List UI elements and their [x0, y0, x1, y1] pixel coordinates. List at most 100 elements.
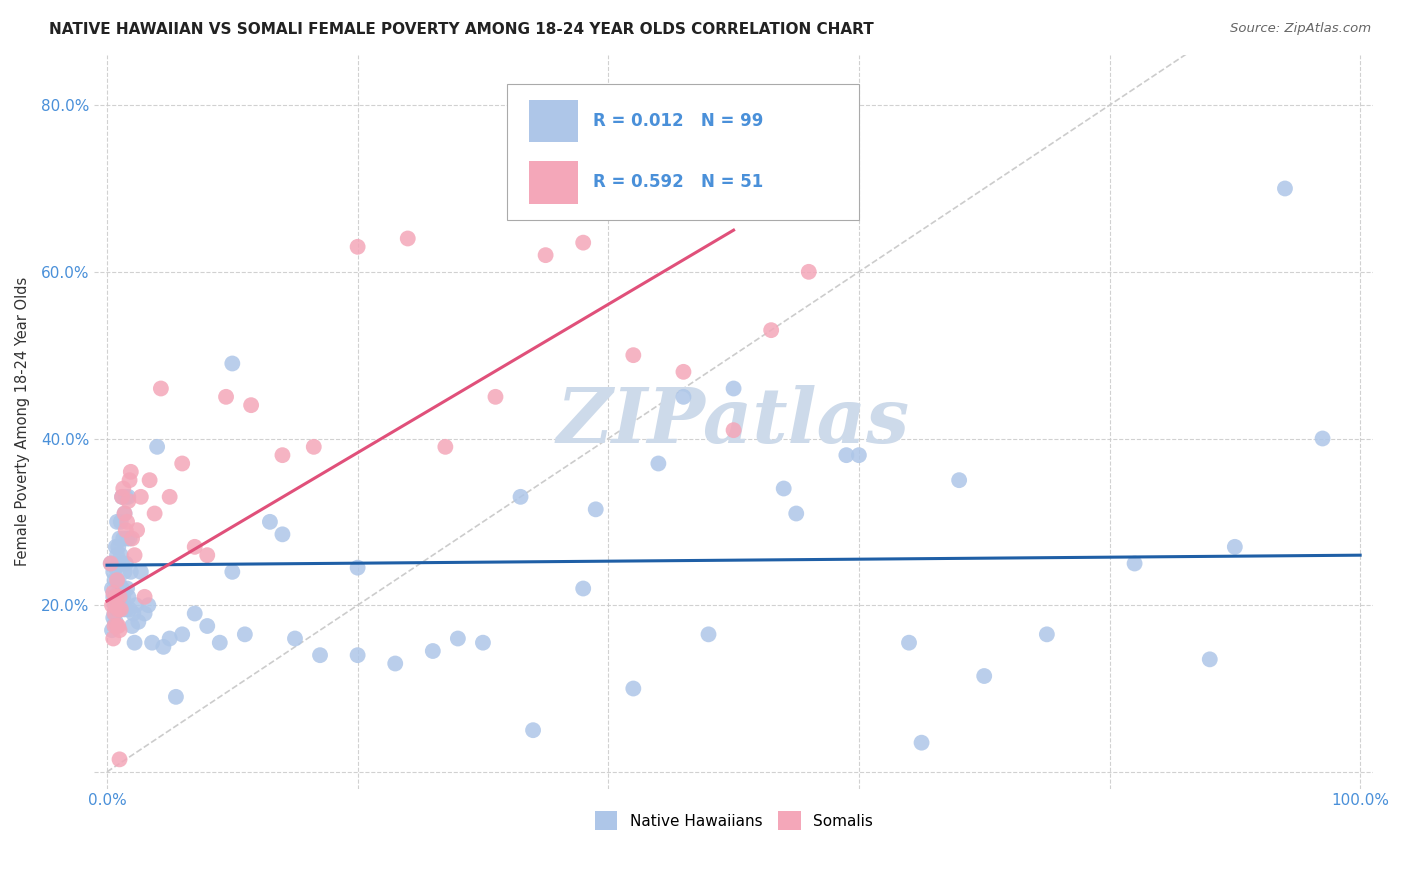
Point: [240, 398, 263, 412]
Point: [101, 623, 124, 637]
Point: [159, 632, 181, 646]
Point: [522, 723, 544, 738]
Point: [124, 635, 146, 649]
Point: [107, 585, 129, 599]
Point: [129, 490, 152, 504]
Point: [484, 390, 506, 404]
Legend: Native Hawaiians, Somalis: Native Hawaiians, Somalis: [589, 805, 879, 836]
Point: [621, 681, 644, 696]
Point: [118, 532, 141, 546]
FancyBboxPatch shape: [508, 85, 859, 220]
Point: [143, 507, 166, 521]
Point: [948, 473, 970, 487]
Point: [848, 448, 870, 462]
Point: [114, 507, 136, 521]
Point: [105, 515, 128, 529]
Point: [723, 382, 745, 396]
Point: [117, 494, 139, 508]
Point: [107, 557, 129, 571]
Text: Source: ZipAtlas.com: Source: ZipAtlas.com: [1230, 22, 1371, 36]
Point: [105, 573, 128, 587]
Point: [104, 540, 127, 554]
Point: [107, 619, 129, 633]
Point: [585, 502, 607, 516]
Point: [112, 532, 135, 546]
Point: [103, 610, 125, 624]
Point: [108, 602, 131, 616]
Point: [1274, 181, 1296, 195]
Text: R = 0.012   N = 99: R = 0.012 N = 99: [593, 112, 763, 130]
Point: [115, 515, 138, 529]
Point: [112, 590, 135, 604]
Text: R = 0.592   N = 51: R = 0.592 N = 51: [593, 173, 763, 191]
Point: [195, 548, 218, 562]
Point: [110, 590, 132, 604]
Point: [672, 390, 695, 404]
Point: [138, 598, 160, 612]
Point: [104, 615, 127, 629]
Point: [103, 598, 125, 612]
Point: [111, 557, 134, 571]
Point: [797, 265, 820, 279]
Point: [104, 598, 127, 612]
Point: [105, 598, 128, 612]
Point: [346, 648, 368, 663]
Point: [723, 423, 745, 437]
Point: [104, 590, 127, 604]
Point: [509, 490, 531, 504]
Point: [572, 582, 595, 596]
Point: [134, 607, 156, 621]
Point: [127, 615, 149, 629]
Point: [107, 602, 129, 616]
Point: [1123, 557, 1146, 571]
Point: [835, 448, 858, 462]
Point: [112, 482, 135, 496]
Point: [105, 619, 128, 633]
Point: [125, 598, 148, 612]
Point: [104, 590, 127, 604]
Point: [1036, 627, 1059, 641]
Point: [122, 607, 145, 621]
Point: [346, 240, 368, 254]
Point: [121, 532, 143, 546]
Point: [110, 515, 132, 529]
Point: [785, 507, 807, 521]
Point: [115, 582, 138, 596]
Point: [120, 565, 142, 579]
Point: [1223, 540, 1246, 554]
Point: [111, 582, 134, 596]
Point: [672, 365, 695, 379]
Point: [105, 573, 128, 587]
Point: [103, 632, 125, 646]
Point: [110, 602, 132, 616]
Point: [534, 248, 557, 262]
Point: [259, 515, 281, 529]
Point: [396, 231, 419, 245]
Point: [165, 690, 187, 704]
Point: [103, 573, 125, 587]
Point: [1312, 432, 1334, 446]
Point: [471, 635, 494, 649]
Point: [101, 598, 124, 612]
Point: [898, 635, 921, 649]
Point: [120, 465, 142, 479]
Point: [221, 357, 243, 371]
Point: [183, 540, 205, 554]
Point: [159, 490, 181, 504]
Point: [110, 548, 132, 562]
Point: [121, 619, 143, 633]
Point: [271, 448, 294, 462]
Point: [302, 440, 325, 454]
Point: [108, 532, 131, 546]
Point: [114, 523, 136, 537]
Point: [973, 669, 995, 683]
Point: [104, 560, 127, 574]
Point: [138, 473, 160, 487]
Point: [208, 635, 231, 649]
Point: [134, 590, 156, 604]
Point: [759, 323, 782, 337]
Point: [103, 585, 125, 599]
Point: [271, 527, 294, 541]
Point: [309, 648, 332, 663]
Point: [101, 582, 124, 596]
